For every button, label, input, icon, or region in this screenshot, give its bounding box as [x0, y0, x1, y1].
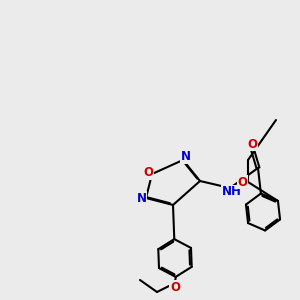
Text: O: O: [143, 166, 153, 179]
Text: O: O: [170, 281, 180, 294]
Text: N: N: [180, 151, 190, 164]
Text: NH: NH: [222, 185, 242, 198]
Text: N: N: [136, 191, 146, 205]
Text: O: O: [238, 176, 248, 188]
Text: O: O: [247, 138, 257, 151]
